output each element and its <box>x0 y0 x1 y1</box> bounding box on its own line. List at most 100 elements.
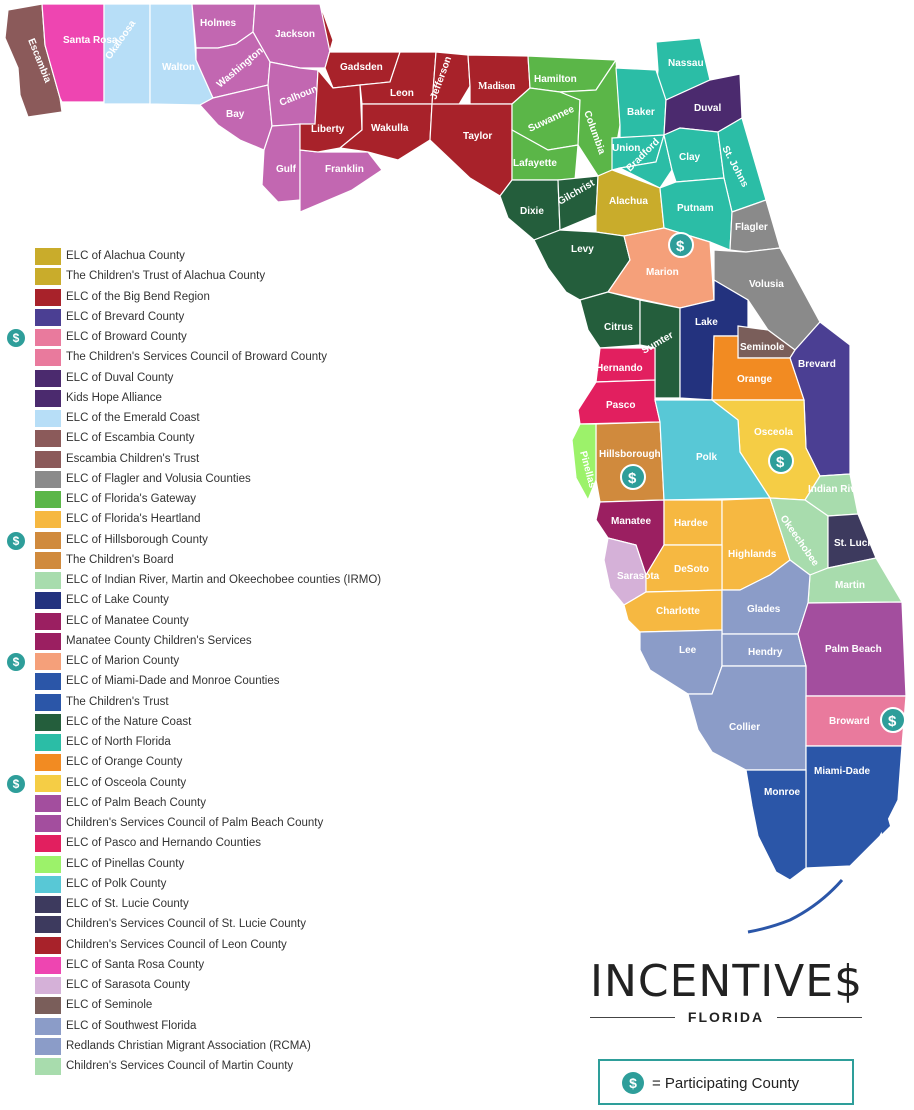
county-monroe[interactable] <box>745 769 807 881</box>
legend-item: ELC of Palm Beach County <box>0 794 430 814</box>
legend-swatch <box>35 673 61 691</box>
label-walton: Walton <box>162 62 195 73</box>
legend-label: Kids Hope Alliance <box>66 391 162 404</box>
legend-item: $ ELC of Hillsborough County <box>0 531 430 551</box>
legend-label: ELC of Indian River, Martin and Okeechob… <box>66 574 382 586</box>
legend-item: The Children's Services Council of Browa… <box>0 348 430 368</box>
label-nassau: Nassau <box>668 58 704 69</box>
label-lake: Lake <box>695 317 718 328</box>
legend-swatch <box>35 612 61 630</box>
label-baker: Baker <box>627 107 655 118</box>
label-levy: Levy <box>571 244 594 255</box>
legend-swatch <box>35 329 61 346</box>
legend-swatch <box>35 288 61 306</box>
county-franklin[interactable] <box>299 149 383 213</box>
label-lafayette: Lafayette <box>513 158 557 169</box>
participating-marker-osceola: $ <box>768 448 794 474</box>
legend-swatch <box>35 349 61 367</box>
label-palm-beach: Palm Beach <box>825 644 882 655</box>
legend-swatch <box>35 896 61 913</box>
label-pasco: Pasco <box>606 400 635 411</box>
dollar-coin-icon: $ <box>7 653 25 671</box>
label-miami-dade: Miami-Dade <box>814 766 871 777</box>
legend-item: ELC of Miami-Dade and Monroe Counties <box>0 672 430 692</box>
legend-swatch <box>35 369 61 387</box>
legend-item: Children's Services Council of St. Lucie… <box>0 915 430 935</box>
legend-label: The Children's Services Council of Browa… <box>66 351 328 364</box>
county-gadsden[interactable] <box>319 3 401 89</box>
legend-item: ELC of Seminole <box>0 996 430 1016</box>
county-polk[interactable] <box>654 399 772 501</box>
legend-swatch <box>35 248 61 265</box>
legend-swatch <box>35 734 61 751</box>
dollar-coin-icon: $ <box>7 774 25 793</box>
label-holmes: Holmes <box>200 18 237 29</box>
legend-label: The Children's Trust of Alachua County <box>66 270 266 283</box>
legend-label: Children's Services Council of Leon Coun… <box>66 938 287 951</box>
legend-swatch <box>35 855 61 873</box>
legend-swatch <box>35 815 61 832</box>
legend-swatch <box>35 1017 61 1035</box>
svg-text:$: $ <box>888 713 897 730</box>
legend-swatch <box>35 774 61 792</box>
legend-label: ELC of Seminole <box>66 999 153 1012</box>
brand-subtitle: FLORIDA <box>590 1009 862 1025</box>
legend-item: ELC of the Emerald Coast <box>0 409 430 429</box>
county-liberty[interactable] <box>299 68 363 153</box>
county-lafayette[interactable] <box>511 128 579 181</box>
label-franklin: Franklin <box>325 164 364 175</box>
label-sarasota: Sarasota <box>617 571 660 582</box>
legend-swatch <box>35 511 61 529</box>
label-hardee: Hardee <box>674 518 708 529</box>
label-bay: Bay <box>226 109 245 120</box>
legend-label: ELC of Lake County <box>66 594 169 607</box>
label-madison: Madison <box>478 81 516 92</box>
label-hendry: Hendry <box>748 647 783 658</box>
legend-swatch <box>35 470 61 488</box>
legend-label: ELC of Escambia County <box>66 432 195 445</box>
dollar-coin-icon: $ <box>622 1072 644 1094</box>
participating-marker-broward: $ <box>880 707 906 733</box>
county-jefferson[interactable] <box>431 51 471 107</box>
legend-swatch <box>35 632 61 650</box>
county-citrus[interactable] <box>579 291 641 349</box>
legend-label: ELC of the Emerald Coast <box>66 412 200 424</box>
legend-swatch <box>35 875 61 893</box>
legend-item: ELC of Escambia County <box>0 429 430 449</box>
label-broward: Broward <box>829 716 870 727</box>
legend-item: ELC of Lake County <box>0 591 430 611</box>
county-miami-dade[interactable] <box>805 745 903 869</box>
legend-label: Manatee County Children's Services <box>66 634 252 647</box>
county-baker[interactable] <box>615 67 667 139</box>
legend-item: ELC of Alachua County <box>0 247 430 267</box>
legend-swatch <box>35 308 61 326</box>
label-polk: Polk <box>696 452 718 463</box>
label-gulf: Gulf <box>276 164 297 175</box>
label-hernando: Hernando <box>596 363 643 374</box>
label-clay: Clay <box>679 152 701 163</box>
legend-label: ELC of Sarasota County <box>66 979 191 991</box>
legend-label: ELC of Florida's Gateway <box>66 493 197 505</box>
legend-label: ELC of Southwest Florida <box>66 1019 197 1032</box>
county-lee[interactable] <box>639 629 723 695</box>
legend-item: $ ELC of Marion County <box>0 652 430 672</box>
label-indian-river: Indian River <box>808 484 865 495</box>
label-lee: Lee <box>679 645 697 656</box>
label-duval: Duval <box>694 103 721 114</box>
legend-label: ELC of Pinellas County <box>66 857 185 870</box>
label-liberty: Liberty <box>311 124 345 135</box>
legend-item: The Children's Trust <box>0 693 430 713</box>
label-leon: Leon <box>390 88 414 99</box>
label-osceola: Osceola <box>754 427 793 438</box>
legend-item: Children's Services Council of Palm Beac… <box>0 814 430 834</box>
county-hillsborough[interactable] <box>595 421 665 503</box>
svg-text:$: $ <box>676 238 685 255</box>
county-taylor[interactable] <box>429 103 513 197</box>
legend-swatch <box>35 713 61 731</box>
legend-label: The Children's Board <box>66 553 174 566</box>
county-pinellas[interactable] <box>571 423 597 502</box>
legend-item: ELC of Brevard County <box>0 308 430 328</box>
legend-swatch <box>35 410 61 427</box>
legend-label: ELC of St. Lucie County <box>66 898 189 910</box>
